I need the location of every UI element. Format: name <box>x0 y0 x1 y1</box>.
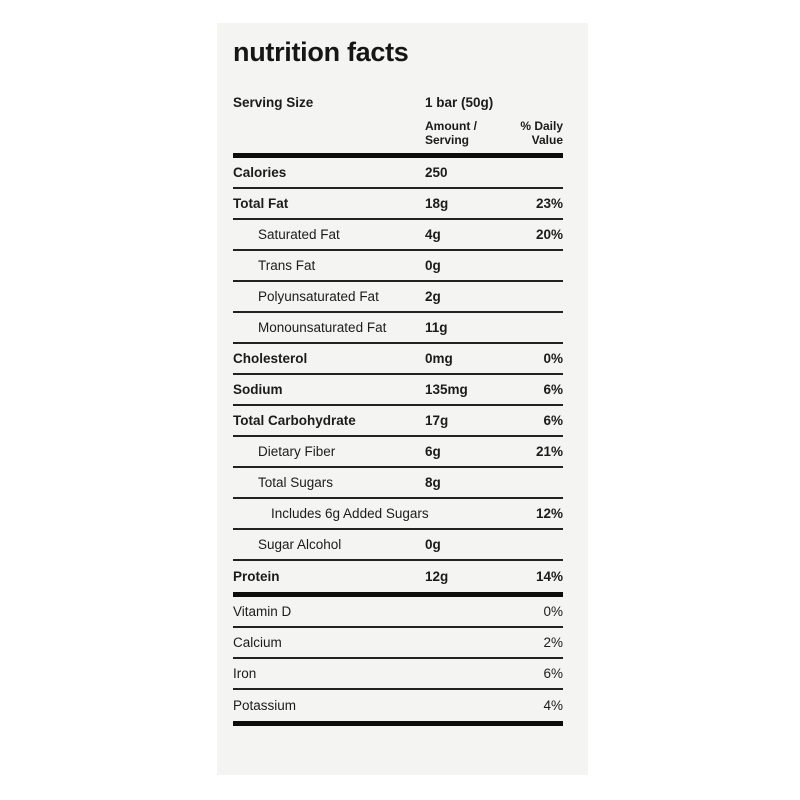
nutrient-percent: 0% <box>543 604 563 619</box>
serving-size-value: 1 bar (50g) <box>425 95 494 110</box>
nutrient-percent: 14% <box>535 569 563 584</box>
row-sodium: Sodium 135mg 6% <box>233 375 563 406</box>
row-dietary-fiber: Dietary Fiber 6g 21% <box>233 437 563 468</box>
serving-size-label: Serving Size <box>233 95 314 110</box>
nutrient-amount: 135mg <box>425 382 468 397</box>
header-divider-bar <box>233 153 563 158</box>
nutrient-label: Potassium <box>233 698 297 713</box>
nutrient-percent: 21% <box>535 444 563 459</box>
nutrient-label: Sodium <box>233 382 283 397</box>
daily-header-line1: % Daily <box>520 119 563 133</box>
daily-header-line2: Value <box>531 133 563 147</box>
nutrition-facts-title: nutrition facts <box>233 37 409 67</box>
row-trans-fat: Trans Fat 0g <box>233 251 563 282</box>
row-calcium: Calcium 2% <box>233 628 563 659</box>
row-total-sugars: Total Sugars 8g <box>233 468 563 499</box>
nutrient-amount: 17g <box>425 413 449 428</box>
bottom-bar <box>233 721 563 726</box>
row-total-carbohydrate: Total Carbohydrate 17g 6% <box>233 406 563 437</box>
nutrient-percent: 6% <box>543 382 563 397</box>
row-added-sugars: Includes 6g Added Sugars 12% <box>233 499 563 530</box>
nutrient-label: Calories <box>233 165 287 180</box>
nutrient-amount: 6g <box>425 444 441 459</box>
nutrient-amount: 2g <box>425 289 441 304</box>
amount-header-line1: Amount / <box>425 119 477 133</box>
nutrient-label: Total Sugars <box>258 475 334 490</box>
nutrient-amount: 18g <box>425 196 449 211</box>
amount-header-line2: Serving <box>425 133 470 147</box>
nutrient-amount: 11g <box>425 320 448 335</box>
amount-per-serving-header: Amount / Serving <box>425 119 510 147</box>
row-protein: Protein 12g 14% <box>233 561 563 592</box>
nutrient-amount: 250 <box>425 165 448 180</box>
nutrient-label: Calcium <box>233 635 282 650</box>
row-vitamin-d: Vitamin D 0% <box>233 597 563 628</box>
row-total-fat: Total Fat 18g 23% <box>233 189 563 220</box>
nutrient-amount: 0g <box>425 258 441 273</box>
nutrient-percent: 23% <box>535 196 563 211</box>
nutrient-percent: 6% <box>543 666 563 681</box>
row-iron: Iron 6% <box>233 659 563 690</box>
nutrient-percent: 6% <box>543 413 563 428</box>
nutrient-label: Sugar Alcohol <box>258 537 342 552</box>
nutrient-label: Saturated Fat <box>258 227 340 242</box>
row-monounsaturated-fat: Monounsaturated Fat 11g <box>233 313 563 344</box>
macro-micro-divider-bar <box>233 592 563 597</box>
nutrient-percent: 2% <box>543 635 563 650</box>
row-sugar-alcohol: Sugar Alcohol 0g <box>233 530 563 561</box>
nutrient-label: Vitamin D <box>233 604 292 619</box>
serving-size-row: Serving Size 1 bar (50g) <box>233 94 563 111</box>
nutrient-label: Total Carbohydrate <box>233 413 356 428</box>
nutrient-amount: 4g <box>425 227 441 242</box>
nutrient-label: Trans Fat <box>258 258 316 273</box>
nutrient-label: Cholesterol <box>233 351 308 366</box>
nutrient-label: Monounsaturated Fat <box>258 320 387 335</box>
nutrient-label: Total Fat <box>233 196 289 211</box>
nutrient-percent: 20% <box>535 227 563 242</box>
nutrient-percent: 0% <box>543 351 563 366</box>
nutrient-label: Dietary Fiber <box>258 444 336 459</box>
row-cholesterol: Cholesterol 0mg 0% <box>233 344 563 375</box>
column-headers: Amount / Serving % Daily Value <box>233 119 563 147</box>
nutrient-amount: 0g <box>425 537 441 552</box>
nutrient-label: Includes 6g Added Sugars <box>271 506 429 521</box>
nutrient-percent: 12% <box>535 506 563 521</box>
row-saturated-fat: Saturated Fat 4g 20% <box>233 220 563 251</box>
nutrition-facts-card: nutrition facts Serving Size 1 bar (50g)… <box>217 23 588 775</box>
row-calories: Calories 250 <box>233 158 563 189</box>
nutrient-label: Iron <box>233 666 257 681</box>
nutrient-label: Polyunsaturated Fat <box>258 289 379 304</box>
daily-value-header: % Daily Value <box>510 119 563 147</box>
row-polyunsaturated-fat: Polyunsaturated Fat 2g <box>233 282 563 313</box>
row-potassium: Potassium 4% <box>233 690 563 721</box>
nutrient-amount: 12g <box>425 569 449 584</box>
nutrient-label: Protein <box>233 569 280 584</box>
nutrient-percent: 4% <box>543 698 563 713</box>
nutrient-amount: 8g <box>425 475 441 490</box>
nutrient-amount: 0mg <box>425 351 453 366</box>
